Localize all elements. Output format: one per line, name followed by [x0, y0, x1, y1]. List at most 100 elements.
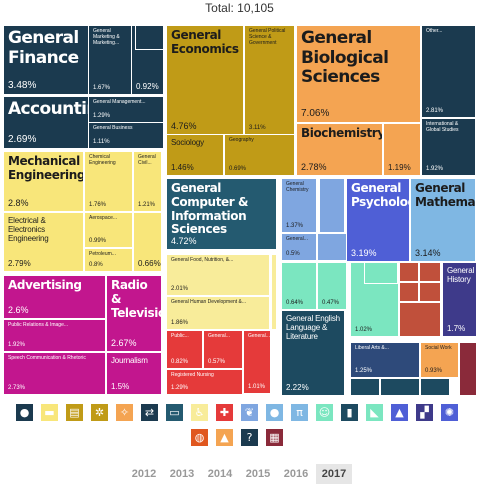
treemap-tile[interactable] — [399, 262, 419, 282]
treemap-tile[interactable]: General History 1.7% — [442, 262, 477, 337]
tile-value: 3.14% — [415, 248, 441, 258]
treemap-tile[interactable]: Public Relations & Image... 1.92% — [3, 319, 106, 352]
person-icon[interactable]: ● — [15, 403, 34, 422]
treemap-tile[interactable]: General... 1.01% — [243, 330, 271, 394]
tile-label: General Marketing & Marketing... — [93, 28, 120, 46]
landscape-icon[interactable]: ▲ — [390, 403, 409, 422]
grid-icon[interactable]: ▦ — [265, 428, 284, 447]
tile-value: 1.29% — [93, 113, 111, 119]
treemap-tile[interactable]: General Civil... 1.21% — [133, 151, 162, 212]
tile-label: Public Relations & Image... — [8, 322, 69, 328]
shoe-icon[interactable]: ◣ — [365, 403, 384, 422]
gears-icon[interactable]: ✲ — [90, 403, 109, 422]
treemap-tile[interactable]: Accounting 2.69% — [3, 96, 90, 149]
treemap-tile[interactable]: Registered Nursing 1.29% — [166, 369, 243, 395]
treemap-tile[interactable] — [399, 302, 441, 337]
treemap-tile[interactable] — [419, 262, 441, 282]
treemap-tile[interactable]: General Political Science & Government 3.… — [244, 25, 295, 135]
treemap-tile[interactable]: 0.47% — [317, 262, 347, 310]
treemap-tile[interactable] — [459, 342, 477, 396]
treemap-tile[interactable] — [399, 282, 419, 302]
treemap-tile[interactable]: General Management... 1.29% — [88, 96, 164, 123]
globe-icon[interactable]: ◍ — [190, 428, 209, 447]
treemap-tile[interactable]: Biochemistry 2.78% — [296, 123, 383, 176]
treemap-tile[interactable]: Public... 0.82% — [166, 330, 203, 369]
leaf-icon[interactable]: ❦ — [240, 403, 259, 422]
treemap-tile[interactable]: Advertising 2.6% — [3, 275, 106, 319]
treemap-tile[interactable]: General Food, Nutrition, &... 2.01% — [166, 254, 270, 296]
treemap-tile[interactable] — [420, 378, 450, 396]
treemap-tile[interactable]: General... 0.57% — [203, 330, 243, 369]
treemap-tile[interactable]: General Computer & Information Sciences 4… — [166, 178, 277, 250]
treemap-tile[interactable]: General Business 1.11% — [88, 122, 164, 149]
treemap-tile[interactable]: Other... 2.81% — [421, 25, 476, 118]
treemap-tile[interactable] — [419, 282, 441, 302]
year-tab-2013[interactable]: 2013 — [169, 468, 195, 480]
treemap-tile[interactable]: Petroleum... 0.8% — [84, 248, 133, 272]
tile-value: 0.69% — [229, 166, 247, 172]
treemap-tile[interactable] — [350, 378, 380, 396]
treemap-tile[interactable]: 0.66% — [133, 212, 162, 272]
treemap-tile[interactable]: Sociology 1.46% — [166, 134, 224, 176]
treemap-tile[interactable]: Geography 0.69% — [224, 134, 295, 176]
treemap-tile[interactable]: Radio & Television 2.67% — [106, 275, 162, 352]
tile-label: General Finance — [8, 28, 79, 68]
tile-value: 1.19% — [388, 163, 411, 172]
treemap-tile[interactable]: General Psychology 3.19% — [346, 178, 410, 262]
tile-label: Other... — [426, 28, 443, 34]
treemap-tile[interactable]: Mechanical Engineering 2.8% — [3, 151, 84, 212]
treemap-tile[interactable]: Aerospace... 0.99% — [84, 212, 133, 248]
treemap-tile[interactable]: General Marketing & Marketing... 1.67% — [88, 25, 133, 95]
treemap-tile[interactable]: Social Work 0.93% — [420, 342, 459, 378]
document-icon[interactable]: ▬ — [40, 403, 59, 422]
arrows-icon[interactable]: ⇄ — [140, 403, 159, 422]
year-tab-2015[interactable]: 2015 — [245, 468, 271, 480]
medical-cross-icon[interactable]: ✚ — [215, 403, 234, 422]
treemap-tile[interactable] — [319, 178, 345, 233]
dna-icon[interactable]: ✧ — [115, 403, 134, 422]
question-icon[interactable]: ? — [240, 428, 259, 447]
year-tab-2014[interactable]: 2014 — [207, 468, 233, 480]
treemap-tile[interactable] — [380, 378, 420, 396]
treemap-tile[interactable]: Liberal Arts &... 1.25% — [350, 342, 420, 378]
tile-label: General Mathematics — [415, 181, 476, 209]
treemap-tile[interactable]: General Chemistry 1.37% — [281, 178, 317, 233]
treemap-tile[interactable]: Chemical Engineering 1.76% — [84, 151, 133, 212]
treemap-tile[interactable]: Speech Communication & Rhetoric 2.73% — [3, 352, 106, 395]
treemap-tile[interactable]: General Mathematics 3.14% — [410, 178, 476, 262]
tile-value: 1.92% — [8, 342, 26, 348]
book-icon[interactable]: ▮ — [340, 403, 359, 422]
group-icon[interactable]: ▲ — [215, 428, 234, 447]
treemap-tile[interactable]: General Finance 3.48% — [3, 25, 90, 95]
sun-icon[interactable]: ✺ — [440, 403, 459, 422]
treemap-tile[interactable] — [271, 254, 277, 330]
tile-label: General Chemistry — [286, 181, 309, 193]
tile-label: General Political Science & Government — [249, 28, 286, 46]
newspaper-icon[interactable]: ▤ — [65, 403, 84, 422]
treemap-tile[interactable] — [135, 25, 164, 50]
accessibility-icon[interactable]: ♿ — [190, 403, 209, 422]
tile-value: 0.64% — [286, 300, 304, 306]
tile-value: 0.47% — [322, 300, 340, 306]
treemap-tile[interactable]: Journalism 1.5% — [106, 352, 162, 395]
year-tab-2012[interactable]: 2012 — [131, 468, 157, 480]
treemap-tile[interactable] — [317, 233, 347, 261]
treemap-tile[interactable]: General... 0.5% — [281, 233, 317, 261]
chart-icon[interactable]: ▞ — [415, 403, 434, 422]
treemap-tile[interactable]: International & Global Studies 1.92% — [421, 118, 476, 176]
pi-icon[interactable]: π — [290, 403, 309, 422]
treemap-tile[interactable] — [364, 262, 398, 284]
treemap-tile[interactable]: 1.19% — [383, 123, 421, 176]
treemap-tile[interactable]: 0.64% — [281, 262, 317, 310]
speech-bubble-icon[interactable]: ● — [265, 403, 284, 422]
treemap-tile[interactable]: General Human Development &... 1.86% — [166, 296, 270, 330]
year-tab-2017[interactable]: 2017 — [316, 464, 352, 484]
tile-label: Petroleum... — [89, 251, 116, 257]
treemap-tile[interactable]: General English Language & Literature 2.2… — [281, 310, 345, 396]
theater-masks-icon[interactable]: ☺ — [315, 403, 334, 422]
year-tab-2016[interactable]: 2016 — [283, 468, 309, 480]
computer-icon[interactable]: ▭ — [165, 403, 184, 422]
treemap-tile[interactable]: General Economics 4.76% — [166, 25, 244, 135]
treemap-tile[interactable]: General Biological Sciences 7.06% — [296, 25, 421, 123]
treemap-tile[interactable]: Electrical & Electronics Engineering 2.79… — [3, 212, 84, 272]
